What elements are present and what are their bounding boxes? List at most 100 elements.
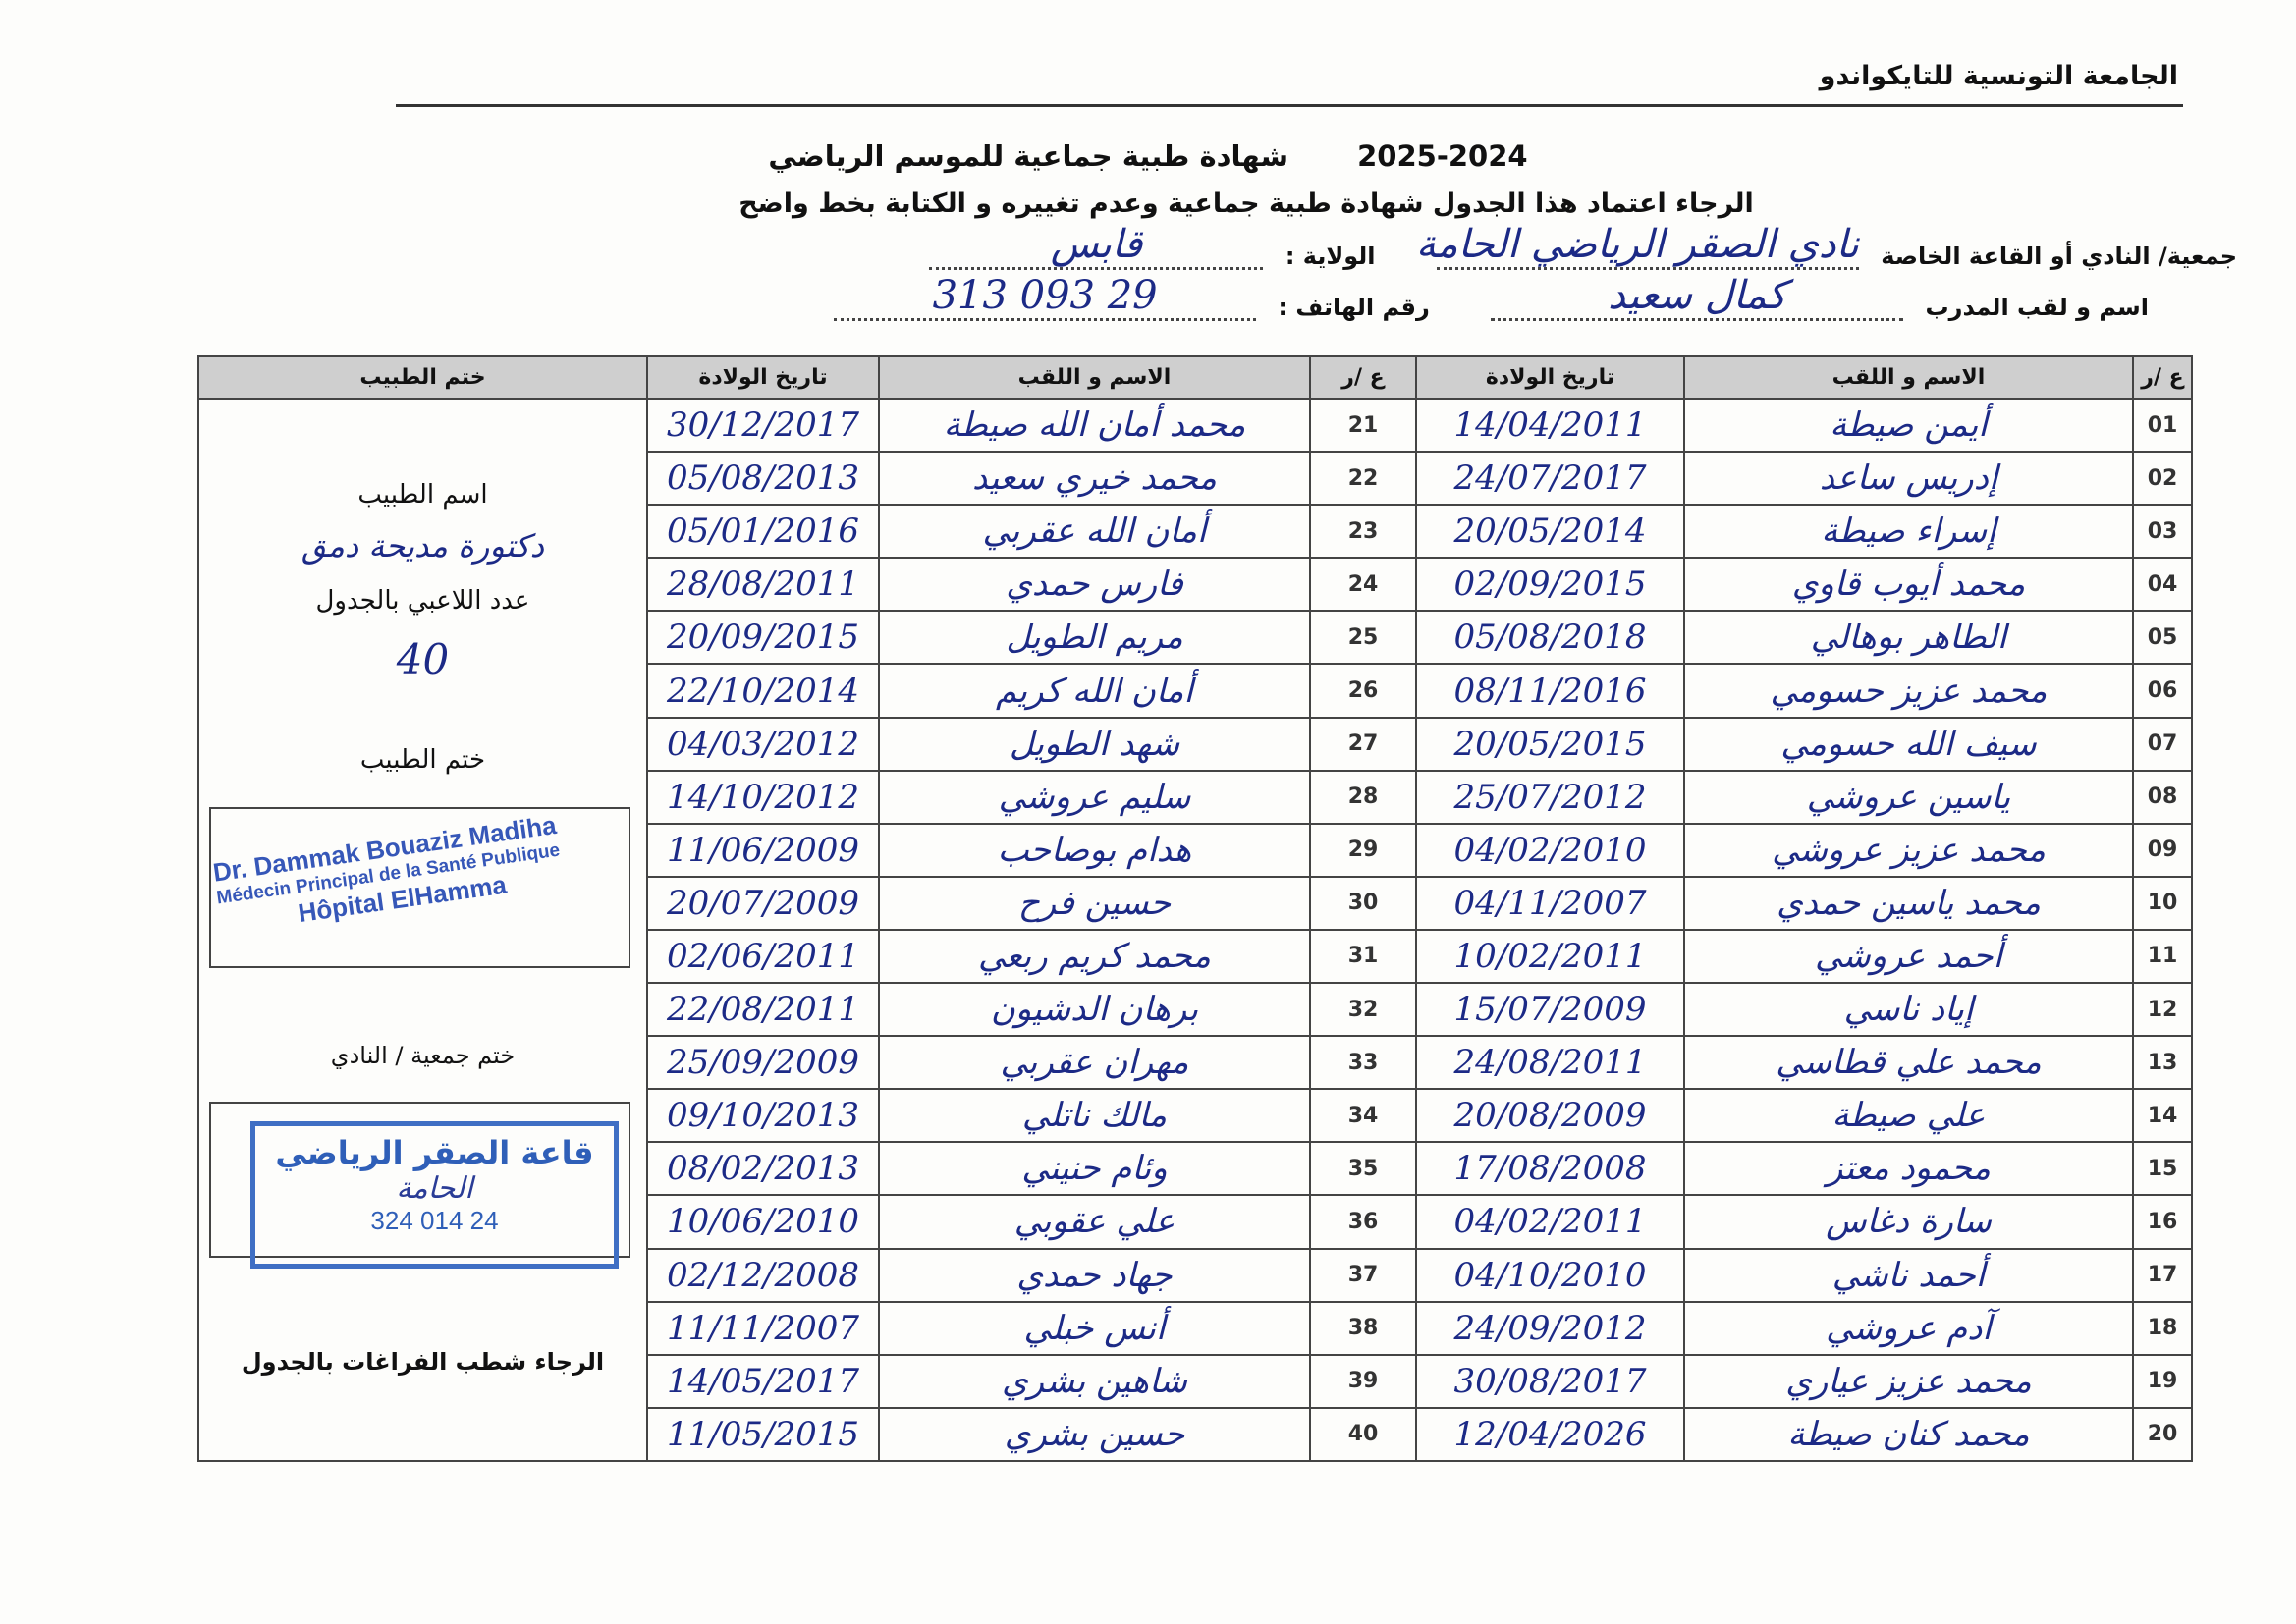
name-cell[interactable]: هدام بوصاحب — [878, 822, 1311, 878]
name-cell[interactable]: علي عقوبي — [878, 1194, 1311, 1250]
name-cell[interactable]: محمد أمان الله صيطة — [878, 397, 1311, 454]
dob-cell[interactable]: 04/11/2007 — [1415, 875, 1685, 931]
dob-cell[interactable]: 25/07/2012 — [1415, 769, 1685, 825]
player-count-value[interactable]: 40 — [396, 635, 450, 683]
name-cell[interactable]: فارس حمدي — [878, 557, 1311, 613]
name-cell[interactable]: محمد علي قطاسي — [1683, 1035, 2134, 1091]
dob-cell[interactable]: 10/02/2011 — [1415, 928, 1685, 985]
name-cell[interactable]: حسين بشري — [878, 1406, 1311, 1463]
dob-cell[interactable]: 12/04/2026 — [1415, 1406, 1685, 1463]
state-label: الولاية : — [1285, 243, 1376, 270]
dob-cell[interactable]: 11/06/2009 — [646, 822, 880, 878]
dob-cell[interactable]: 24/08/2011 — [1415, 1035, 1685, 1091]
name-cell[interactable]: محمد عزيز عياري — [1683, 1353, 2134, 1409]
name-cell[interactable]: سيف الله حسومي — [1683, 716, 2134, 772]
dob-cell[interactable]: 24/07/2017 — [1415, 451, 1685, 507]
dob-cell[interactable]: 20/05/2014 — [1415, 504, 1685, 560]
name-cell[interactable]: حسين فرح — [878, 875, 1311, 931]
name-cell[interactable]: محمد عزيز حسومي — [1683, 663, 2134, 719]
dob-cell[interactable]: 20/08/2009 — [1415, 1088, 1685, 1144]
dob-cell[interactable]: 04/10/2010 — [1415, 1247, 1685, 1303]
name-cell[interactable]: محمد ياسين حمدي — [1683, 875, 2134, 931]
table-row: 11/11/2007 أنس خبلي 38 24/09/2012 آدم عروشي 1… — [198, 1300, 2193, 1356]
dob-cell[interactable]: 05/01/2016 — [646, 504, 880, 560]
dob-cell[interactable]: 22/08/2011 — [646, 982, 880, 1038]
name-cell[interactable]: أمان الله عقربي — [878, 504, 1311, 560]
header-name: الاسم و اللقب — [1683, 355, 2134, 400]
name-cell[interactable]: أحمد ناشي — [1683, 1247, 2134, 1303]
dob-cell[interactable]: 14/05/2017 — [646, 1353, 880, 1409]
name-cell[interactable]: أحمد عروشي — [1683, 928, 2134, 985]
doctor-name-value[interactable]: دكتورة مديحة دمق — [301, 527, 544, 565]
dob-cell[interactable]: 30/12/2017 — [646, 397, 880, 454]
number-cell: 30 — [1309, 875, 1417, 931]
doctor-stamp-label: ختم الطبيب — [359, 745, 486, 775]
name-cell[interactable]: ياسين عروشي — [1683, 769, 2134, 825]
dob-cell[interactable]: 02/09/2015 — [1415, 557, 1685, 613]
dob-cell[interactable]: 28/08/2011 — [646, 557, 880, 613]
name-cell[interactable]: جهاد حمدي — [878, 1247, 1311, 1303]
name-cell[interactable]: محمد عزيز عروشي — [1683, 822, 2134, 878]
dob-cell[interactable]: 09/10/2013 — [646, 1088, 880, 1144]
number-cell: 25 — [1309, 610, 1417, 666]
dob-cell[interactable]: 05/08/2013 — [646, 451, 880, 507]
club-value: نادي الصقر الرياضي الحامة — [1415, 222, 1859, 267]
name-cell[interactable]: محمد أيوب قاوي — [1683, 557, 2134, 613]
name-cell[interactable]: وئام حنيني — [878, 1141, 1311, 1197]
name-cell[interactable]: شهد الطويل — [878, 716, 1311, 772]
coach-label: اسم و لقب المدرب — [1925, 294, 2149, 321]
name-cell[interactable]: سليم عروشي — [878, 769, 1311, 825]
name-cell[interactable]: إياد ناسي — [1683, 982, 2134, 1038]
header-name: الاسم و اللقب — [878, 355, 1311, 400]
name-cell[interactable]: أمان الله كريم — [878, 663, 1311, 719]
dob-cell[interactable]: 20/05/2015 — [1415, 716, 1685, 772]
dob-cell[interactable]: 20/09/2015 — [646, 610, 880, 666]
dob-cell[interactable]: 14/10/2012 — [646, 769, 880, 825]
number-cell: 08 — [2132, 769, 2193, 825]
dob-cell[interactable]: 05/08/2018 — [1415, 610, 1685, 666]
name-cell[interactable]: محمد كريم ربعي — [878, 928, 1311, 985]
table-row: 04/03/2012 شهد الطويل 27 20/05/2015 سيف الله… — [198, 716, 2193, 772]
name-cell[interactable]: آدم عروشي — [1683, 1300, 2134, 1356]
number-cell: 16 — [2132, 1194, 2193, 1250]
club-field[interactable]: نادي الصقر الرياضي الحامة — [1416, 222, 1859, 270]
header-doctor-stamp: ختم الطبيب — [197, 355, 648, 400]
name-cell[interactable]: محمد كنان صيطة — [1683, 1406, 2134, 1463]
phone-field[interactable]: 29 093 313 — [834, 273, 1257, 321]
name-cell[interactable]: أيمن صيطة — [1683, 397, 2134, 454]
name-cell[interactable]: محمد خيري سعيد — [878, 451, 1311, 507]
dob-cell[interactable]: 02/06/2011 — [646, 928, 880, 985]
name-cell[interactable]: سارة دغاس — [1683, 1194, 2134, 1250]
table-row: 14/05/2017 شاهين بشري 39 30/08/2017 محمد عزي… — [198, 1353, 2193, 1409]
state-field[interactable]: قابس — [929, 222, 1264, 270]
dob-cell[interactable]: 25/09/2009 — [646, 1035, 880, 1091]
coach-field[interactable]: كمال سعيد — [1491, 273, 1904, 321]
name-cell[interactable]: مالك ناتلي — [878, 1088, 1311, 1144]
name-cell[interactable]: شاهين بشري — [878, 1353, 1311, 1409]
dob-cell[interactable]: 08/02/2013 — [646, 1141, 880, 1197]
dob-cell[interactable]: 11/05/2015 — [646, 1406, 880, 1463]
name-cell[interactable]: مريم الطويل — [878, 610, 1311, 666]
dob-cell[interactable]: 10/06/2010 — [646, 1194, 880, 1250]
dob-cell[interactable]: 08/11/2016 — [1415, 663, 1685, 719]
dob-cell[interactable]: 22/10/2014 — [646, 663, 880, 719]
name-cell[interactable]: إدريس ساعد — [1683, 451, 2134, 507]
name-cell[interactable]: محمود معتز — [1683, 1141, 2134, 1197]
name-cell[interactable]: الطاهر بوهالي — [1683, 610, 2134, 666]
name-cell[interactable]: إسراء صيطة — [1683, 504, 2134, 560]
dob-cell[interactable]: 15/07/2009 — [1415, 982, 1685, 1038]
dob-cell[interactable]: 04/02/2010 — [1415, 822, 1685, 878]
name-cell[interactable]: برهان الدشيون — [878, 982, 1311, 1038]
dob-cell[interactable]: 14/04/2011 — [1415, 397, 1685, 454]
dob-cell[interactable]: 02/12/2008 — [646, 1247, 880, 1303]
dob-cell[interactable]: 17/08/2008 — [1415, 1141, 1685, 1197]
name-cell[interactable]: مهران عقربي — [878, 1035, 1311, 1091]
name-cell[interactable]: أنس خبلي — [878, 1300, 1311, 1356]
dob-cell[interactable]: 11/11/2007 — [646, 1300, 880, 1356]
name-cell[interactable]: علي صيطة — [1683, 1088, 2134, 1144]
dob-cell[interactable]: 20/07/2009 — [646, 875, 880, 931]
dob-cell[interactable]: 24/09/2012 — [1415, 1300, 1685, 1356]
dob-cell[interactable]: 04/03/2012 — [646, 716, 880, 772]
dob-cell[interactable]: 04/02/2011 — [1415, 1194, 1685, 1250]
dob-cell[interactable]: 30/08/2017 — [1415, 1353, 1685, 1409]
